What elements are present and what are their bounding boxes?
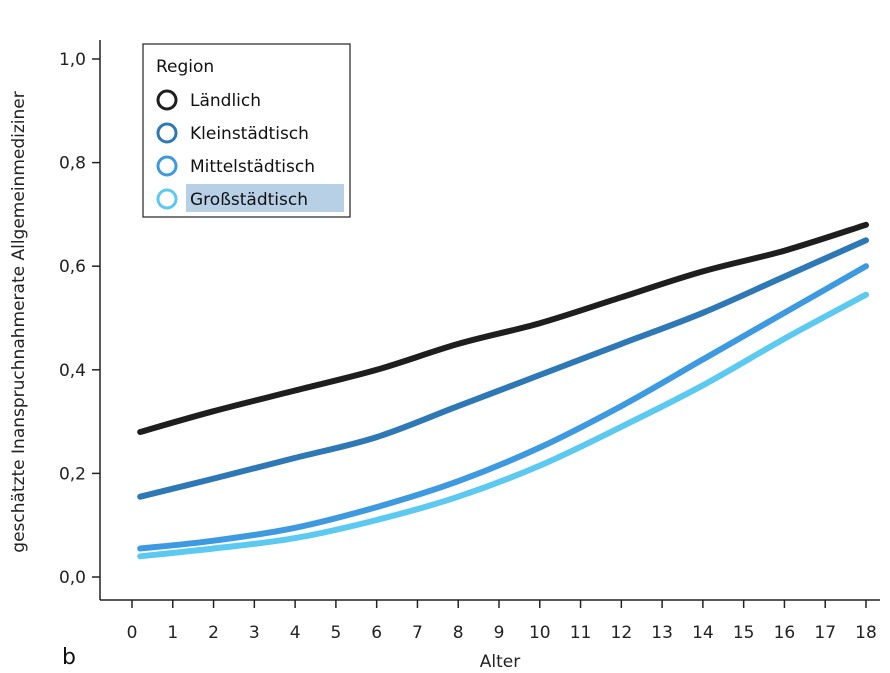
x-tick-label: 0 <box>127 623 138 643</box>
x-tick-label: 9 <box>494 623 505 643</box>
x-tick-label: 7 <box>412 623 423 643</box>
legend-label: Großstädtisch <box>190 190 308 210</box>
x-tick-label: 10 <box>529 623 551 643</box>
x-tick-label: 8 <box>453 623 464 643</box>
y-tick-label: 1,0 <box>59 50 86 70</box>
x-tick-label: 1 <box>167 623 178 643</box>
legend-marker <box>156 155 178 177</box>
x-tick-label: 14 <box>692 623 714 643</box>
panel-label: b <box>62 645 76 670</box>
x-tick-label: 16 <box>774 623 796 643</box>
legend-label: Ländlich <box>190 91 261 111</box>
x-tick-label: 4 <box>290 623 301 643</box>
x-tick-label: 13 <box>651 623 673 643</box>
legend-label: Mittelstädtisch <box>190 157 315 177</box>
series-line-2 <box>137 237 869 500</box>
x-tick-label: 2 <box>208 623 219 643</box>
x-axis-title: Alter <box>480 652 520 672</box>
x-tick-label: 6 <box>371 623 382 643</box>
y-axis-ticks: 0,0 0,2 0,4 0,6 0,8 1,0 <box>59 50 100 588</box>
y-axis-title: geschätzte Inanspruchnahmerate Allgemein… <box>9 91 29 552</box>
legend-title: Region <box>156 57 214 77</box>
legend: Region Ländlich Kleinstädtisch Mittelstädt… <box>142 43 351 218</box>
y-tick-label: 0,6 <box>59 257 86 277</box>
legend-marker <box>156 122 178 144</box>
y-tick-label: 0,2 <box>59 464 86 484</box>
y-tick-label: 0,0 <box>59 568 86 588</box>
legend-marker <box>156 89 178 111</box>
x-tick-label: 11 <box>570 623 592 643</box>
legend-marker <box>156 188 178 210</box>
legend-highlight <box>186 184 344 212</box>
x-axis-ticks: 0 1 2 3 4 5 6 7 8 9 10 11 12 13 14 15 16 17 18 <box>127 600 877 643</box>
x-tick-label: 5 <box>330 623 341 643</box>
legend-label: Kleinstädtisch <box>190 124 309 144</box>
y-tick-label: 0,8 <box>59 154 86 174</box>
series-lines <box>137 221 869 560</box>
x-tick-label: 12 <box>611 623 633 643</box>
y-tick-label: 0,4 <box>59 361 86 381</box>
x-tick-label: 17 <box>814 623 836 643</box>
x-tick-label: 18 <box>855 623 877 643</box>
x-tick-label: 15 <box>733 623 755 643</box>
series-line-4 <box>137 291 869 560</box>
series-line-3 <box>137 263 869 552</box>
legend-items: Ländlich Kleinstädtisch Mittelstädtisch Gro… <box>156 89 344 212</box>
series-line-1 <box>137 221 869 435</box>
x-tick-label: 3 <box>249 623 260 643</box>
